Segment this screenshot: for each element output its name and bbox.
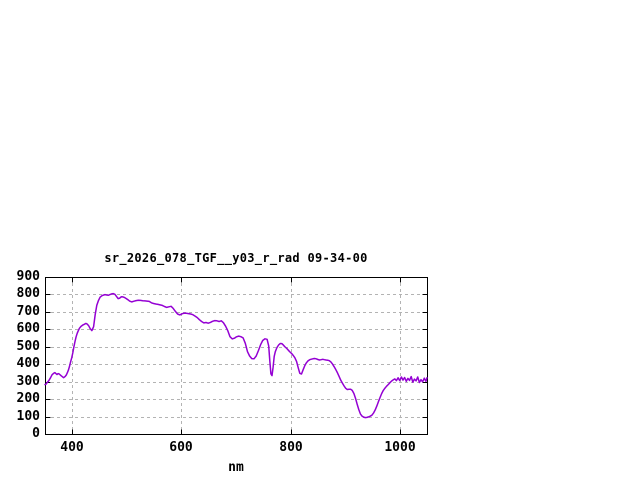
y-tick-label-400: 400 bbox=[16, 356, 40, 371]
y-tick-label-900: 900 bbox=[16, 269, 40, 284]
y-tick-label-300: 300 bbox=[16, 374, 40, 389]
y-tick-label-500: 500 bbox=[16, 339, 40, 354]
y-tick-label-800: 800 bbox=[16, 286, 40, 301]
y-tick-label-200: 200 bbox=[16, 391, 40, 406]
x-tick-label-400: 400 bbox=[60, 440, 84, 455]
x-axis-label: nm bbox=[228, 460, 244, 475]
x-tick-label-600: 600 bbox=[169, 440, 193, 455]
x-tick-label-800: 800 bbox=[279, 440, 303, 455]
y-tick-label-700: 700 bbox=[16, 304, 40, 319]
x-tick-label-1000: 1000 bbox=[384, 440, 416, 455]
y-tick-label-600: 600 bbox=[16, 321, 40, 336]
y-tick-label-0: 0 bbox=[32, 426, 40, 441]
y-tick-label-100: 100 bbox=[16, 409, 40, 424]
chart-title: sr_2026_078_TGF__y03_r_rad 09-34-00 bbox=[104, 251, 368, 265]
